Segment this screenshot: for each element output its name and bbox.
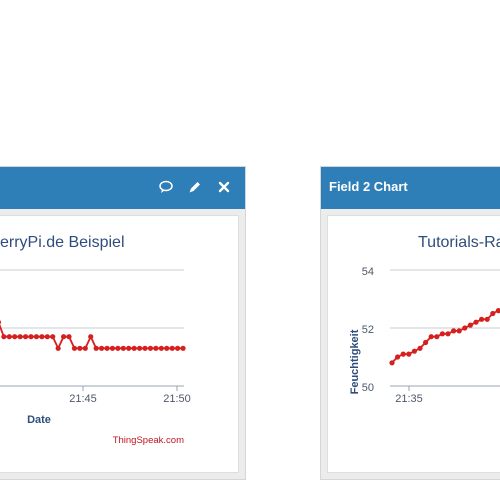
data-point xyxy=(175,345,181,351)
data-point xyxy=(406,351,412,357)
data-point xyxy=(50,334,56,340)
data-point xyxy=(400,351,406,357)
data-point xyxy=(434,334,440,340)
data-point xyxy=(99,345,105,351)
panel-header xyxy=(0,167,245,209)
data-point xyxy=(60,334,67,340)
data-point xyxy=(153,345,159,351)
data-point xyxy=(142,345,148,351)
data-point xyxy=(411,348,417,354)
data-point xyxy=(462,325,468,331)
y-tick-label: 52 xyxy=(362,324,374,336)
data-point xyxy=(490,310,496,317)
x-tick-label: 21:35 xyxy=(395,393,423,405)
data-point xyxy=(147,345,154,351)
chart-title: Tutorials-Ra xyxy=(418,234,500,251)
close-icon[interactable] xyxy=(217,180,231,194)
data-point xyxy=(77,345,83,351)
data-point xyxy=(82,345,88,351)
data-point xyxy=(126,345,132,351)
data-point xyxy=(66,334,72,340)
chart-card: Tutorials-Ra Feuchtigkeit 54 52 50 21:35… xyxy=(327,215,500,473)
panel-title: Field 2 Chart xyxy=(329,179,408,194)
field-1-chart: erryPi.de Beispiel 21:45 21:50 Date Thin… xyxy=(0,234,191,446)
data-point xyxy=(39,334,45,340)
data-point xyxy=(0,320,2,325)
comment-icon[interactable] xyxy=(159,180,173,194)
data-point xyxy=(417,345,423,351)
y-tick-label: 54 xyxy=(362,266,374,278)
data-point xyxy=(495,308,500,314)
chart-card: erryPi.de Beispiel 21:45 21:50 Date Thin… xyxy=(0,215,239,473)
y-tick-label: 50 xyxy=(362,382,374,394)
data-point xyxy=(93,345,99,351)
thingspeak-credit-link[interactable]: ThingSpeak.com xyxy=(113,435,184,446)
data-point xyxy=(71,345,78,351)
data-point xyxy=(137,345,143,351)
x-tick-label: 21:50 xyxy=(163,393,191,405)
data-point xyxy=(6,334,12,340)
pencil-icon[interactable] xyxy=(188,180,202,194)
data-point xyxy=(17,334,23,340)
data-point xyxy=(451,328,457,334)
chart-title: erryPi.de Beispiel xyxy=(0,234,125,251)
data-point xyxy=(115,345,121,351)
field-2-chart: Tutorials-Ra Feuchtigkeit 54 52 50 21:35… xyxy=(349,234,500,405)
data-point xyxy=(423,339,429,346)
data-point xyxy=(169,345,175,351)
data-point xyxy=(12,334,18,340)
data-point xyxy=(109,345,116,351)
data-point xyxy=(395,354,401,360)
data-point xyxy=(131,345,137,351)
data-point xyxy=(88,334,94,340)
data-point xyxy=(44,334,50,340)
field-2-chart-panel: Field 2 Chart Tutorials-Ra Feuchtigkeit … xyxy=(320,166,500,480)
data-point xyxy=(104,345,110,351)
data-point xyxy=(158,345,164,351)
panel-header: Field 2 Chart xyxy=(321,167,500,209)
data-point xyxy=(484,316,490,322)
data-point xyxy=(389,360,395,366)
data-point xyxy=(473,319,479,325)
data-point xyxy=(22,334,29,340)
x-axis-label: Date xyxy=(27,414,51,426)
data-point xyxy=(428,334,434,340)
data-point xyxy=(445,331,451,337)
field-1-chart-panel: erryPi.de Beispiel 21:45 21:50 Date Thin… xyxy=(0,166,246,480)
data-point xyxy=(28,334,34,340)
data-point xyxy=(479,316,485,322)
x-tick-label: 21:45 xyxy=(69,393,97,405)
data-point xyxy=(439,331,445,337)
data-point xyxy=(467,322,473,328)
data-point xyxy=(456,328,462,334)
data-point xyxy=(55,345,61,351)
data-point xyxy=(120,345,126,351)
data-point xyxy=(33,334,40,340)
y-axis-label: Feuchtigkeit xyxy=(349,329,361,394)
data-point xyxy=(180,345,186,351)
data-point xyxy=(1,334,7,340)
data-point xyxy=(164,345,170,351)
